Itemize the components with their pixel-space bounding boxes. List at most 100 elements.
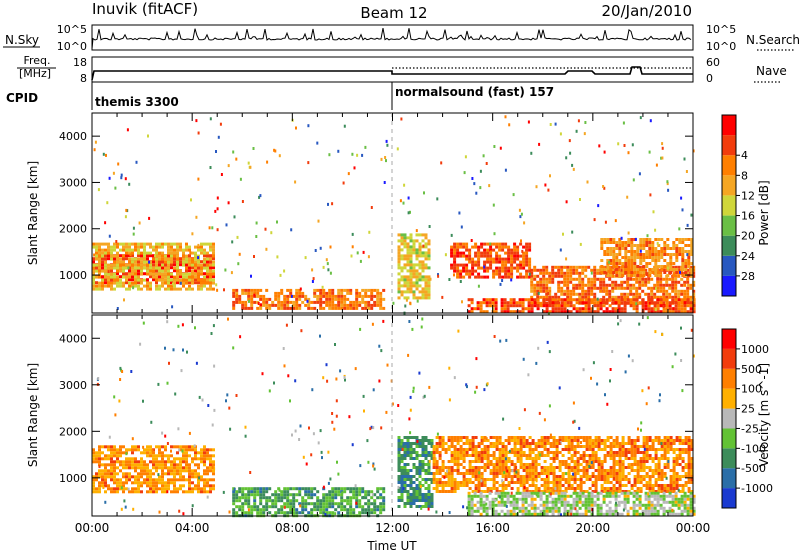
scatter-cell bbox=[170, 481, 173, 485]
scatter-cell bbox=[495, 251, 499, 255]
scatter-cell bbox=[540, 484, 544, 487]
scatter-cell bbox=[576, 463, 580, 466]
scatter-cell bbox=[611, 295, 615, 299]
scatter-cell bbox=[441, 466, 445, 469]
scatter-cell bbox=[170, 260, 173, 264]
scatter-cell bbox=[379, 487, 383, 491]
scatter-cell bbox=[361, 508, 365, 512]
scatter-cell bbox=[566, 298, 570, 302]
scatter-cell bbox=[250, 294, 254, 298]
scatter-cell bbox=[479, 310, 483, 314]
scatter-cell bbox=[566, 271, 570, 275]
scatter-cell bbox=[406, 254, 410, 258]
scatter-cell bbox=[501, 260, 505, 264]
scatter-cell bbox=[400, 457, 404, 460]
scatter-cell bbox=[629, 301, 633, 305]
scatter-cell bbox=[498, 460, 502, 463]
scatter-cell bbox=[380, 157, 383, 161]
scatter-cell bbox=[528, 260, 532, 264]
scatter-cell bbox=[531, 457, 535, 460]
scatter-cell bbox=[666, 274, 670, 277]
scatter-cell bbox=[170, 287, 173, 291]
scatter-cell bbox=[528, 463, 532, 466]
scatter-cell bbox=[104, 457, 107, 461]
scatter-cell bbox=[575, 307, 579, 311]
scatter-cell bbox=[164, 254, 167, 258]
colorbar-segment bbox=[722, 255, 736, 276]
scatter-cell bbox=[554, 122, 557, 126]
scatter-cell bbox=[561, 463, 565, 466]
scatter-cell bbox=[659, 298, 663, 302]
scatter-cell bbox=[424, 287, 428, 291]
scatter-cell bbox=[92, 278, 95, 282]
scatter-cell bbox=[283, 511, 287, 515]
scatter-cell bbox=[620, 301, 624, 305]
scatter-cell bbox=[334, 306, 338, 310]
scatter-cell bbox=[322, 306, 326, 310]
scatter-cell bbox=[684, 271, 688, 274]
scatter-cell bbox=[161, 484, 164, 488]
scatter-cell bbox=[561, 436, 565, 439]
scatter-cell bbox=[149, 287, 152, 291]
scatter-cell bbox=[361, 511, 365, 515]
scatter-cell bbox=[519, 215, 522, 219]
scatter-cell bbox=[485, 310, 489, 314]
scatter-cell bbox=[582, 439, 586, 442]
scatter-cell bbox=[209, 487, 212, 491]
scatter-cell bbox=[134, 242, 137, 246]
scatter-cell bbox=[104, 263, 107, 267]
scatter-cell bbox=[612, 475, 616, 478]
scatter-cell bbox=[325, 496, 329, 500]
scatter-cell bbox=[573, 475, 577, 478]
scatter-cell bbox=[656, 310, 660, 314]
scatter-cell bbox=[557, 304, 561, 308]
scatter-cell bbox=[653, 301, 657, 305]
scatter-cell bbox=[185, 275, 188, 279]
scatter-cell bbox=[653, 286, 657, 290]
scatter-cell bbox=[504, 451, 508, 454]
scatter-cell bbox=[265, 490, 269, 494]
scatter-cell bbox=[247, 294, 251, 298]
scatter-cell bbox=[206, 448, 209, 452]
scatter-cell bbox=[645, 238, 649, 241]
scatter-cell bbox=[107, 270, 110, 274]
scatter-cell bbox=[316, 297, 320, 301]
scatter-cell bbox=[450, 439, 454, 442]
scatter-cell bbox=[597, 469, 601, 472]
scatter-cell bbox=[185, 460, 188, 464]
scatter-cell bbox=[418, 460, 422, 463]
scatter-cell bbox=[588, 478, 592, 481]
scatter-cell bbox=[161, 281, 164, 285]
scatter-cell bbox=[548, 295, 552, 299]
scatter-cell bbox=[528, 454, 532, 457]
scatter-cell bbox=[179, 275, 182, 279]
scatter-cell bbox=[170, 454, 173, 458]
scatter-cell bbox=[633, 481, 637, 484]
scatter-cell bbox=[611, 310, 615, 314]
scatter-cell bbox=[522, 445, 526, 448]
scatter-cell bbox=[337, 149, 340, 153]
scatter-cell bbox=[276, 255, 279, 259]
scatter-cell bbox=[477, 490, 481, 493]
scatter-cell bbox=[289, 294, 293, 298]
scatter-cell bbox=[685, 170, 688, 173]
scatter-cell bbox=[262, 511, 266, 515]
scatter-cell bbox=[615, 259, 619, 262]
scatter-cell bbox=[678, 241, 682, 244]
scatter-cell bbox=[485, 304, 489, 308]
scatter-cell bbox=[624, 478, 628, 481]
scatter-cell bbox=[522, 263, 526, 267]
scatter-cell bbox=[499, 282, 502, 286]
scatter-cell bbox=[376, 291, 380, 295]
scatter-cell bbox=[510, 475, 514, 478]
scatter-cell bbox=[349, 499, 353, 503]
scatter-cell bbox=[155, 245, 158, 249]
scatter-cell bbox=[134, 248, 137, 252]
scatter-cell bbox=[635, 295, 639, 299]
scatter-cell bbox=[167, 263, 170, 267]
scatter-cell bbox=[438, 454, 442, 457]
scatter-cell bbox=[471, 442, 475, 445]
scatter-cell bbox=[346, 508, 350, 512]
scatter-cell bbox=[113, 460, 116, 464]
scatter-cell bbox=[470, 310, 474, 314]
